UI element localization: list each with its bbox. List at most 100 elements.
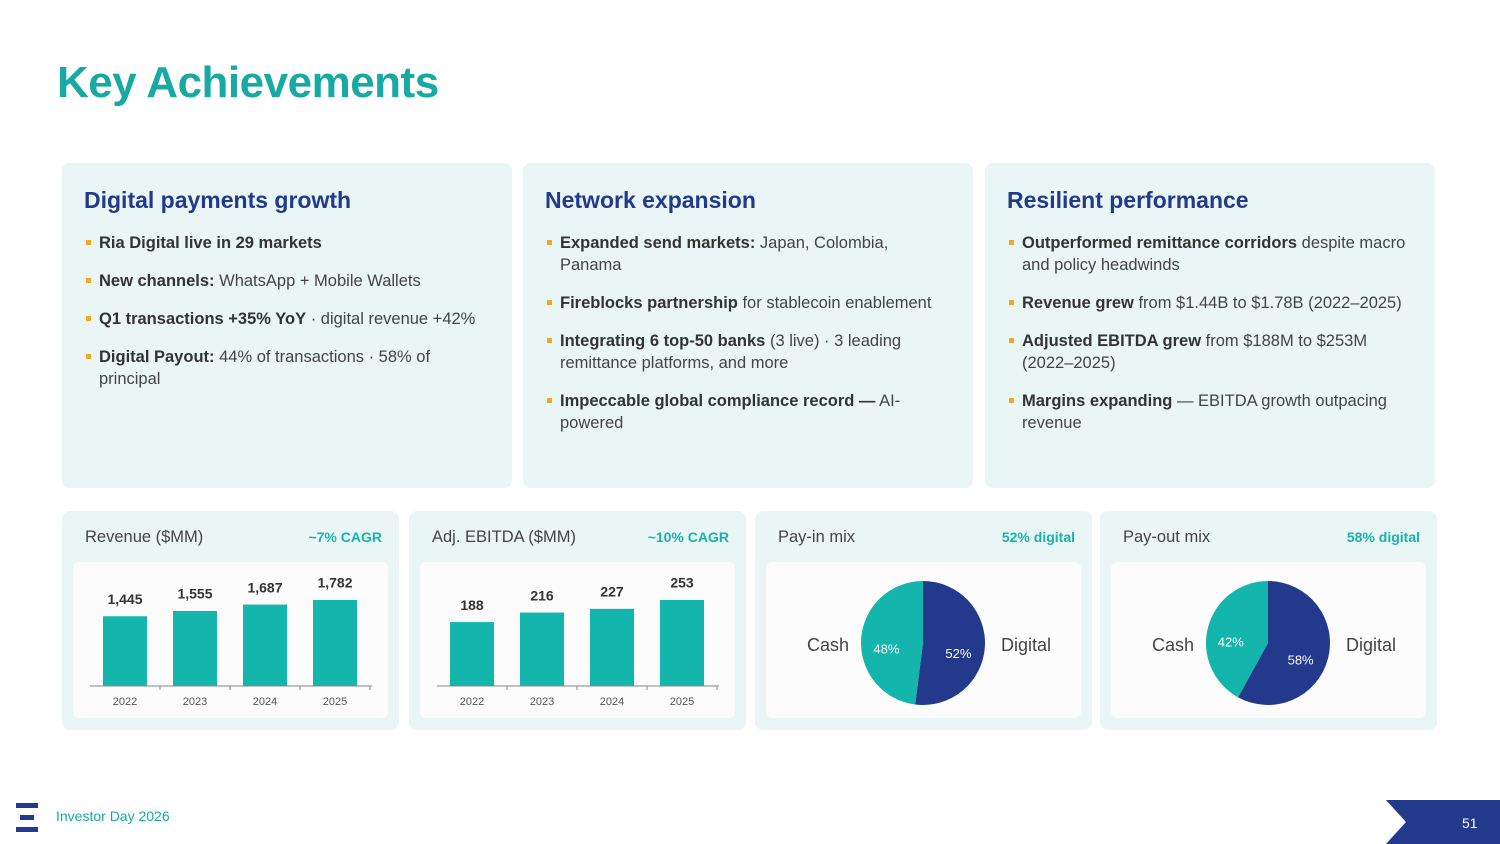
x-tick-label: 2022 (460, 696, 484, 708)
page-number: 51 (1462, 815, 1478, 831)
chart-panel: 42% Cash 58% Digital (1111, 562, 1426, 718)
page-badge (1386, 800, 1500, 844)
chart: 48% Cash 52% Digital (807, 581, 1051, 705)
card: Resilient performance Outperformed remitt… (985, 163, 1435, 488)
bullet: Q1 transactions +35% YoY · digital reven… (84, 308, 484, 330)
chart-card: Revenue ($MM) ~7% CAGR 1,445 2022 1,555 2023 1… (62, 511, 399, 730)
bullet-text: Japan, Colombia, Panama (560, 234, 889, 274)
bullet-list: Expanded send markets: Japan, Colombia, … (545, 232, 945, 434)
bullet-bold: Fireblocks partnership (560, 294, 738, 312)
bullet: Digital Payout: 44% of transactions · 58… (84, 346, 484, 390)
bullet: Impeccable global compliance record — AI… (545, 390, 945, 434)
bullet-bold: Ria Digital live in 29 markets (99, 234, 322, 252)
pie-value-label: 58% (1288, 652, 1314, 667)
chart-annotation: 58% digital (1346, 529, 1420, 545)
slide-title: Key Achievements (57, 58, 439, 107)
bullet-bold: Q1 transactions +35% YoY (99, 310, 307, 328)
bullet-text: despite macro and policy headwinds (1022, 234, 1406, 274)
bullet: Integrating 6 top-50 banks (3 live) · 3 … (545, 330, 945, 374)
x-tick-label: 2025 (670, 696, 694, 708)
chart: 1,445 2022 1,555 2023 1,687 2024 1,782 2025 (90, 575, 372, 708)
pie-category-label: Digital (1001, 635, 1051, 655)
bullet-list: Outperformed remittance corridors despit… (1007, 232, 1407, 434)
chart-annotation: ~7% CAGR (308, 529, 382, 545)
pie-category-label: Digital (1346, 635, 1396, 655)
bullet-text: 44% of transactions · 58% of principal (99, 348, 431, 388)
bullet: Adjusted EBITDA grew from $188M to $253M… (1007, 330, 1407, 374)
bullet: Ria Digital live in 29 markets (84, 232, 484, 254)
pie-slice (861, 581, 923, 705)
bullet-bold: Margins expanding (1022, 392, 1173, 410)
pie-value-label: 52% (945, 646, 971, 661)
bullet: New channels: WhatsApp + Mobile Wallets (84, 270, 484, 292)
chart-title: Revenue ($MM) (85, 528, 204, 546)
card-heading: Network expansion (545, 187, 756, 213)
pie-value-label: 42% (1218, 634, 1244, 649)
x-tick-label: 2024 (253, 696, 277, 708)
chart-card: Pay-in mix 52% digital 48% Cash 52% Digital (755, 511, 1092, 730)
bullet: Fireblocks partnership for stablecoin en… (545, 292, 945, 314)
x-tick-label: 2023 (530, 696, 554, 708)
x-tick-label: 2023 (183, 696, 207, 708)
chart-panel: 48% Cash 52% Digital (766, 562, 1081, 718)
bar (660, 600, 704, 686)
chart-title: Pay-out mix (1123, 528, 1211, 546)
card: Digital payments growth Ria Digital live … (62, 163, 512, 488)
bullet-bold: Digital Payout: (99, 348, 215, 366)
pie-slice (1206, 581, 1268, 698)
pie-category-label: Cash (807, 635, 849, 655)
bullet-text: from $188M to $253M (2022–2025) (1022, 332, 1368, 372)
value-label: 216 (530, 587, 554, 603)
value-label: 1,555 (177, 586, 212, 602)
bullet: Expanded send markets: Japan, Colombia, … (545, 232, 945, 276)
bullet-text: — EBITDA growth outpacing revenue (1022, 392, 1387, 432)
value-label: 253 (670, 575, 694, 591)
bar (450, 622, 494, 686)
bullet-text: for stablecoin enablement (737, 294, 932, 312)
chart-panel: 188 2022 216 2023 227 2024 253 2025 (420, 562, 735, 718)
chart-panel: 1,445 2022 1,555 2023 1,687 2024 1,782 2025 (73, 562, 388, 718)
card-heading: Resilient performance (1007, 187, 1249, 213)
bar (590, 608, 634, 686)
chart-card: Adj. EBITDA ($MM) ~10% CAGR 188 2022 216 2023… (409, 511, 746, 730)
bullet: Margins expanding — EBITDA growth outpac… (1007, 390, 1407, 434)
chart-card: Pay-out mix 58% digital 42% Cash 58% Digital (1100, 511, 1437, 730)
x-tick-label: 2024 (600, 696, 624, 708)
x-tick-label: 2022 (113, 696, 137, 708)
bullet-list: Ria Digital live in 29 markets New channe… (84, 232, 484, 390)
footer-event: Investor Day 2026 (56, 808, 170, 824)
bar (520, 612, 564, 686)
chart: 188 2022 216 2023 227 2024 253 2025 (437, 575, 719, 708)
value-label: 227 (600, 584, 624, 600)
bar (243, 604, 287, 686)
bullet-bold: Revenue grew (1022, 294, 1134, 312)
bullet-text: · digital revenue +42% (306, 310, 476, 328)
value-label: 1,782 (317, 575, 352, 591)
chart-annotation: ~10% CAGR (647, 529, 729, 545)
value-label: 1,445 (107, 591, 142, 607)
pie-slice (915, 581, 985, 705)
card: Network expansion Expanded send markets: … (523, 163, 973, 488)
pie-value-label: 48% (873, 641, 899, 656)
chart-title: Pay-in mix (778, 528, 856, 546)
bullet-bold: Expanded send markets: (560, 234, 756, 252)
value-label: 188 (460, 597, 484, 613)
bullet-text: AI-powered (560, 392, 901, 432)
bullet-bold: Outperformed remittance corridors (1022, 234, 1298, 252)
bullet-bold: Adjusted EBITDA grew (1022, 332, 1202, 350)
bullet-text: (3 live) · 3 leading remittance platform… (560, 332, 902, 372)
chart: 42% Cash 58% Digital (1152, 581, 1396, 705)
chart-title: Adj. EBITDA ($MM) (432, 528, 576, 546)
bullet: Revenue grew from $1.44B to $1.78B (2022… (1007, 292, 1407, 314)
bullet-text: WhatsApp + Mobile Wallets (214, 272, 421, 290)
x-tick-label: 2025 (323, 696, 347, 708)
bullet-bold: Integrating 6 top-50 banks (560, 332, 766, 350)
logo (16, 803, 38, 832)
chart-annotation: 52% digital (1001, 529, 1075, 545)
bar (103, 616, 147, 686)
pie-slice (1238, 581, 1330, 705)
bullet-text: from $1.44B to $1.78B (2022–2025) (1133, 294, 1402, 312)
value-label: 1,687 (247, 579, 282, 595)
pie-category-label: Cash (1152, 635, 1194, 655)
